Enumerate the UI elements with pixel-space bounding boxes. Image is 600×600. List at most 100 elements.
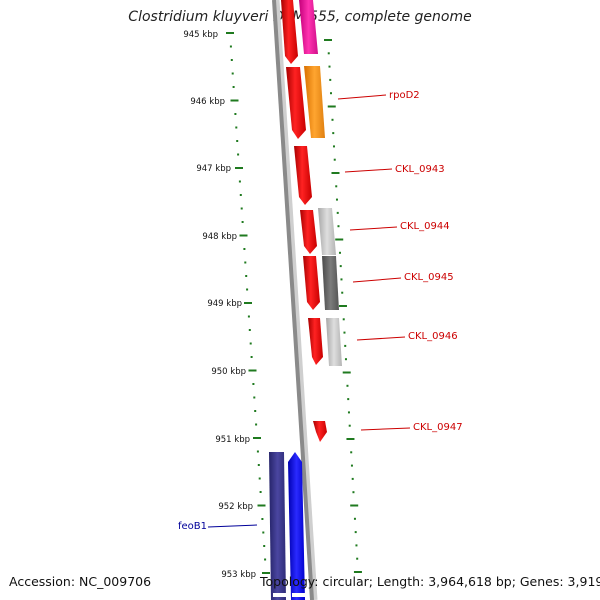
feature-track-dot <box>353 517 356 520</box>
gene-arrow-red-7[interactable] <box>313 421 327 442</box>
ruler-dot <box>234 113 237 115</box>
map-title: Clostridium kluyveri DSM 555, complete g… <box>128 9 472 25</box>
ruler-dot <box>239 194 242 196</box>
feature-track-dot <box>344 344 347 347</box>
ruler-dot <box>243 248 246 250</box>
ruler-dot <box>237 153 240 156</box>
ruler-dot <box>255 423 258 426</box>
gene-label-feoB1[interactable]: feoB1 <box>178 521 207 532</box>
gene-arrow-red-1[interactable] <box>281 0 298 64</box>
gene-block-dark-gray[interactable] <box>322 256 339 310</box>
topology-text: Topology: circular; Length: 3,964,618 bp… <box>260 574 600 589</box>
gene-block-orange[interactable] <box>304 66 325 138</box>
ruler-dot <box>257 464 260 466</box>
gene-label-CKL_0947[interactable]: CKL_0947 <box>413 422 463 433</box>
gene-label-CKL_0944[interactable]: CKL_0944 <box>400 221 450 232</box>
feature-track-dot <box>342 371 351 374</box>
gene-arrow-red-2[interactable] <box>286 67 306 139</box>
feature-track-dot <box>328 65 331 68</box>
leader-CKL_0946 <box>356 336 406 341</box>
feature-track-dot <box>335 185 338 188</box>
feature-white-cap-1 <box>273 593 287 597</box>
gene-arrow-red-4[interactable] <box>300 210 317 254</box>
ruler-label-950: 950 kbp <box>211 367 246 377</box>
ruler-dot <box>262 531 265 534</box>
ruler-label-947: 947 kbp <box>196 164 231 174</box>
ruler-dot <box>226 32 234 34</box>
feature-track-dot <box>331 118 334 121</box>
ruler-dot <box>254 410 257 412</box>
feature-track-dot <box>327 105 336 108</box>
feature-track-dot <box>332 132 335 135</box>
ruler-dot <box>263 545 266 547</box>
ruler-dot <box>230 99 239 102</box>
ruler-dot <box>240 207 243 210</box>
feature-track-dot <box>347 411 350 414</box>
gene-arrow-red-3[interactable] <box>294 146 312 205</box>
ruler-dot <box>252 383 255 385</box>
feature-track-dot <box>338 251 341 254</box>
ruler-dot <box>235 126 238 129</box>
leader-CKL_0944 <box>349 226 398 231</box>
ruler-dot <box>244 261 247 264</box>
gene-label-CKL_0945[interactable]: CKL_0945 <box>404 272 454 283</box>
feature-track-dot <box>333 158 336 161</box>
gene-block-light-gray-2[interactable] <box>326 318 342 366</box>
leader-rpoD2 <box>337 94 387 100</box>
feature-track-dot <box>332 145 335 148</box>
feature-track-dot <box>346 438 355 440</box>
ruler-dot <box>230 59 233 61</box>
ruler-label-953: 953 kbp <box>221 570 256 580</box>
ruler-dot <box>262 572 270 574</box>
feature-track-dot <box>346 384 349 387</box>
ruler-dot <box>236 140 239 142</box>
gene-arrow-red-5[interactable] <box>303 256 320 310</box>
ruler-dot <box>264 558 267 561</box>
feature-track-dot <box>353 571 362 573</box>
ruler-dot <box>244 302 252 304</box>
ruler-dot <box>235 167 243 169</box>
feature-track-dot <box>348 424 351 427</box>
feature-track-dot <box>339 265 342 268</box>
feature-track-dot <box>341 291 344 294</box>
ruler-label-946: 946 kbp <box>190 97 225 107</box>
ruler-dot <box>248 369 257 372</box>
feature-track-dot <box>324 39 332 41</box>
feature-track-dot <box>338 305 347 307</box>
feature-track-dot <box>327 52 330 55</box>
gene-label-rpoD2[interactable]: rpoD2 <box>389 90 420 101</box>
ruler-dot <box>229 45 232 48</box>
ruler-dot <box>245 275 248 277</box>
feature-white-cap-2 <box>292 593 305 597</box>
ruler-dot <box>248 329 251 331</box>
feature-track-dot <box>355 544 358 547</box>
gene-label-CKL_0946[interactable]: CKL_0946 <box>408 331 458 342</box>
gene-arrow-blue[interactable] <box>288 452 305 600</box>
ruler-dot <box>261 518 264 520</box>
gene-arrow-red-6[interactable] <box>308 318 323 365</box>
ruler-dot <box>246 288 249 291</box>
gene-block-navy[interactable] <box>269 452 286 600</box>
leader-CKL_0947 <box>360 427 411 431</box>
feature-track-dot <box>356 557 359 560</box>
gene-label-CKL_0943[interactable]: CKL_0943 <box>395 164 445 175</box>
ruler-label-945: 945 kbp <box>183 30 218 40</box>
feature-track-dot <box>335 238 344 241</box>
backbone-line <box>272 0 314 600</box>
ruler-dot <box>249 342 252 345</box>
feature-track-dot <box>352 491 355 494</box>
gene-block-light-gray-1[interactable] <box>318 208 336 255</box>
feature-track-dot <box>344 358 347 361</box>
ruler-dot <box>239 234 248 237</box>
ruler-dot <box>241 221 244 223</box>
ruler-dot <box>247 315 250 318</box>
leader-feoB1 <box>207 524 258 528</box>
feature-track-dot <box>350 451 353 454</box>
ruler-dot <box>232 86 235 88</box>
feature-track-dot <box>336 211 339 214</box>
gene-block-magenta[interactable] <box>299 0 318 54</box>
leader-CKL_0943 <box>344 168 393 173</box>
feature-track-dot <box>343 331 346 334</box>
feature-track-dot <box>335 198 338 201</box>
